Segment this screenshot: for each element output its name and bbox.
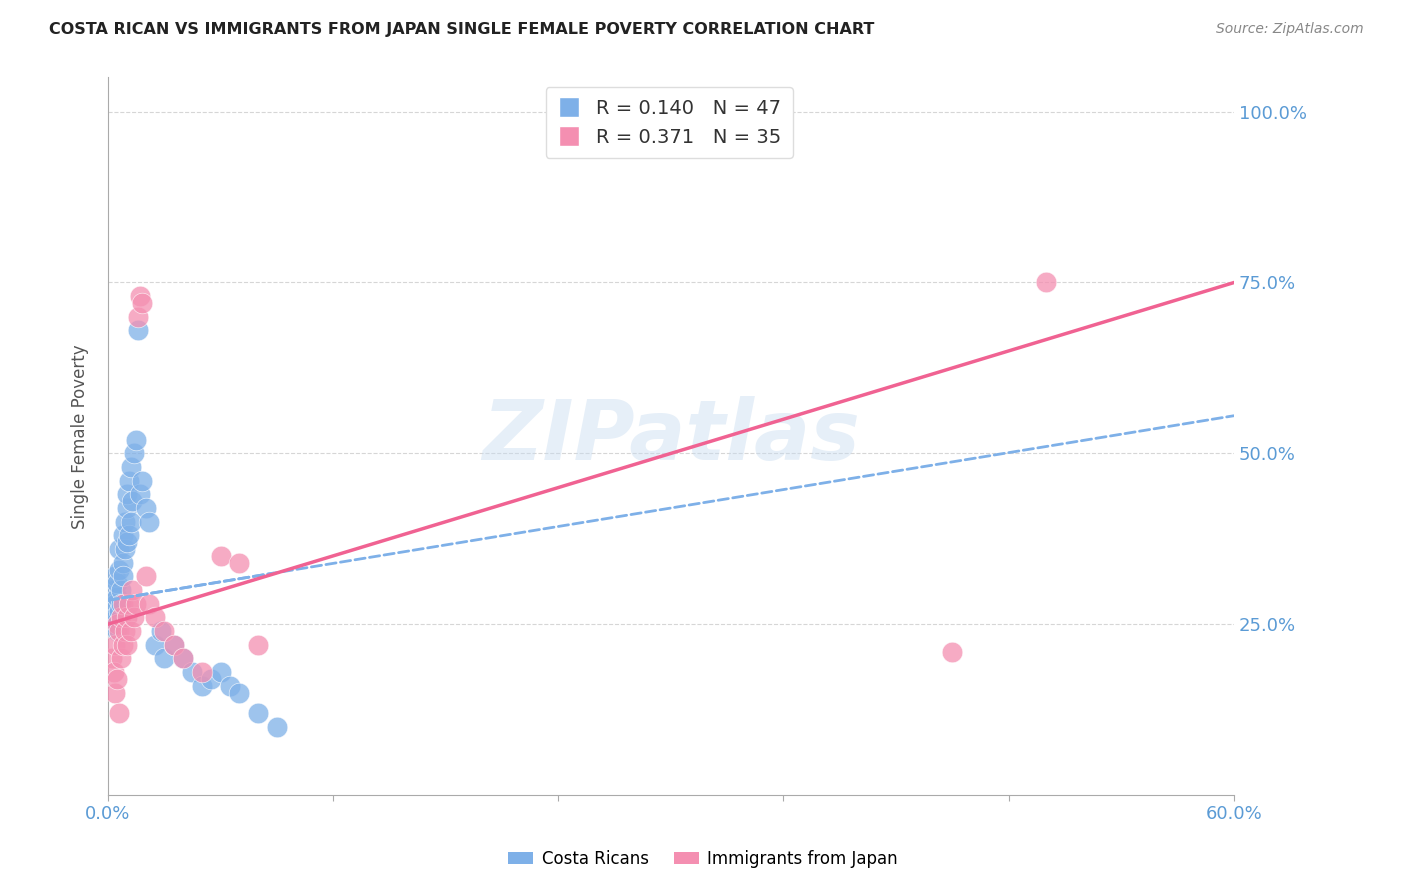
Point — [111, 638, 134, 652]
Point — [108, 624, 131, 638]
Point — [108, 706, 131, 720]
Point — [163, 638, 186, 652]
Point — [108, 562, 131, 576]
Point — [110, 651, 132, 665]
Text: COSTA RICAN VS IMMIGRANTS FROM JAPAN SINGLE FEMALE POVERTY CORRELATION CHART: COSTA RICAN VS IMMIGRANTS FROM JAPAN SIN… — [49, 22, 875, 37]
Point — [115, 610, 138, 624]
Point — [209, 549, 232, 563]
Point — [117, 474, 139, 488]
Point — [105, 672, 128, 686]
Point — [163, 638, 186, 652]
Point — [181, 665, 204, 679]
Point — [114, 515, 136, 529]
Point — [104, 685, 127, 699]
Point — [120, 624, 142, 638]
Legend: R = 0.140   N = 47, R = 0.371   N = 35: R = 0.140 N = 47, R = 0.371 N = 35 — [546, 87, 793, 158]
Point — [104, 610, 127, 624]
Point — [122, 610, 145, 624]
Point — [228, 685, 250, 699]
Point — [219, 679, 242, 693]
Legend: Costa Ricans, Immigrants from Japan: Costa Ricans, Immigrants from Japan — [502, 844, 904, 875]
Point — [115, 638, 138, 652]
Point — [115, 535, 138, 549]
Point — [105, 590, 128, 604]
Point — [100, 603, 122, 617]
Point — [117, 597, 139, 611]
Point — [121, 494, 143, 508]
Point — [134, 569, 156, 583]
Point — [191, 665, 214, 679]
Point — [105, 617, 128, 632]
Point — [941, 644, 963, 658]
Point — [266, 720, 288, 734]
Point — [128, 289, 150, 303]
Point — [114, 624, 136, 638]
Point — [103, 582, 125, 597]
Point — [111, 597, 134, 611]
Point — [1035, 276, 1057, 290]
Point — [228, 556, 250, 570]
Point — [125, 433, 148, 447]
Point — [209, 665, 232, 679]
Point — [103, 617, 125, 632]
Point — [120, 515, 142, 529]
Point — [105, 576, 128, 591]
Point — [110, 610, 132, 624]
Point — [114, 541, 136, 556]
Point — [143, 638, 166, 652]
Point — [122, 446, 145, 460]
Point — [127, 310, 149, 324]
Point — [103, 665, 125, 679]
Point — [111, 556, 134, 570]
Point — [125, 597, 148, 611]
Point — [153, 651, 176, 665]
Point — [120, 460, 142, 475]
Text: ZIPatlas: ZIPatlas — [482, 396, 860, 476]
Point — [153, 624, 176, 638]
Point — [131, 296, 153, 310]
Point — [172, 651, 194, 665]
Point — [115, 501, 138, 516]
Point — [104, 569, 127, 583]
Point — [149, 624, 172, 638]
Point — [105, 624, 128, 638]
Point — [104, 638, 127, 652]
Point — [200, 672, 222, 686]
Point — [121, 582, 143, 597]
Point — [127, 323, 149, 337]
Point — [117, 528, 139, 542]
Point — [143, 610, 166, 624]
Point — [111, 528, 134, 542]
Point — [138, 597, 160, 611]
Point — [108, 603, 131, 617]
Point — [128, 487, 150, 501]
Point — [104, 597, 127, 611]
Point — [134, 501, 156, 516]
Point — [138, 515, 160, 529]
Point — [110, 582, 132, 597]
Point — [111, 569, 134, 583]
Y-axis label: Single Female Poverty: Single Female Poverty — [72, 344, 89, 529]
Point — [115, 487, 138, 501]
Point — [100, 651, 122, 665]
Text: Source: ZipAtlas.com: Source: ZipAtlas.com — [1216, 22, 1364, 37]
Point — [247, 638, 270, 652]
Point — [110, 597, 132, 611]
Point — [108, 541, 131, 556]
Point — [247, 706, 270, 720]
Point — [131, 474, 153, 488]
Point — [191, 679, 214, 693]
Point — [172, 651, 194, 665]
